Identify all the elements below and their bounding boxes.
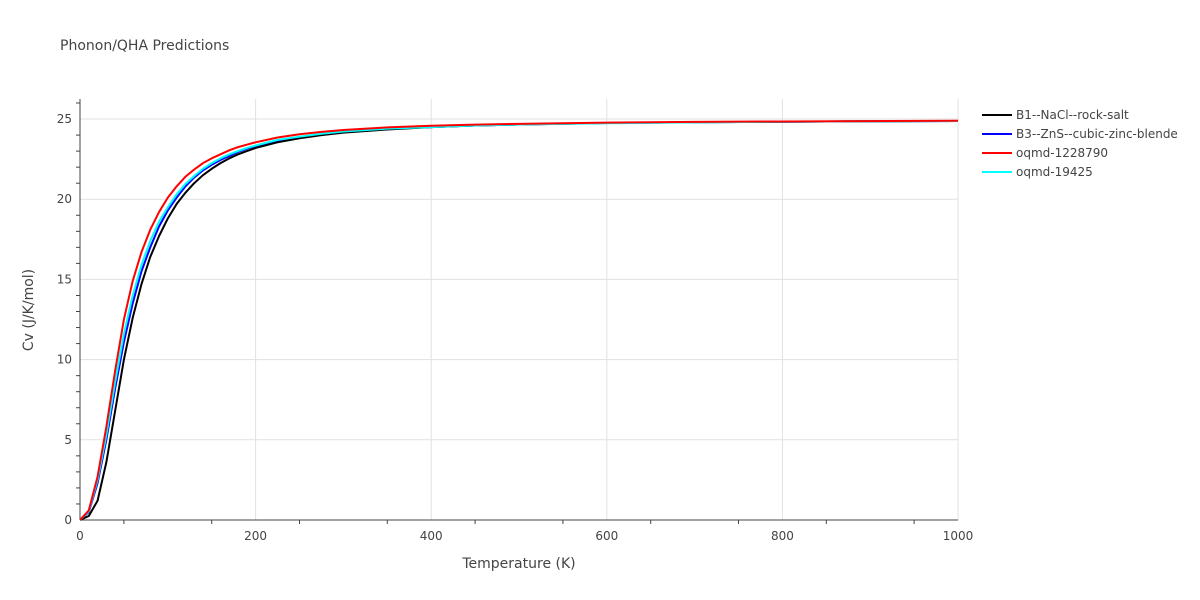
grid: [80, 99, 959, 520]
x-tick-label: 1000: [943, 529, 974, 543]
x-tick-label: 600: [595, 529, 618, 543]
x-tick-label: 800: [771, 529, 794, 543]
axes: 0 200 400 600 800 1000 0 5 10 15 20 25: [57, 99, 974, 543]
y-tick-label: 25: [57, 112, 72, 126]
series-line-oqmd-19425: [79, 119, 959, 521]
series-line-oqmd-1228790: [79, 119, 959, 521]
y-axis-title: Cv (J/K/mol): [21, 269, 37, 351]
legend: B1--NaCl--rock-salt B3--ZnS--cubic-zinc-b…: [982, 108, 1178, 179]
plot-area: [79, 119, 959, 521]
y-tick-label: 10: [57, 353, 72, 367]
y-tick-label: 5: [64, 433, 72, 447]
legend-label: B1--NaCl--rock-salt: [1016, 108, 1129, 122]
x-tick-label: 400: [420, 529, 443, 543]
legend-label: B3--ZnS--cubic-zinc-blende: [1016, 127, 1178, 141]
chart-title: Phonon/QHA Predictions: [60, 38, 229, 54]
y-tick-label: 20: [57, 192, 72, 206]
y-tick-label: 15: [57, 272, 72, 286]
x-axis-title: Temperature (K): [461, 556, 575, 572]
legend-label: oqmd-19425: [1016, 165, 1093, 179]
x-tick-label: 200: [244, 529, 267, 543]
x-tick-label: 0: [76, 529, 84, 543]
legend-label: oqmd-1228790: [1016, 146, 1108, 160]
series-line-B3--ZnS--cubic-zinc-blende: [79, 119, 959, 521]
series-line-B1--NaCl--rock-salt: [79, 119, 959, 521]
y-tick-label: 0: [64, 513, 72, 527]
